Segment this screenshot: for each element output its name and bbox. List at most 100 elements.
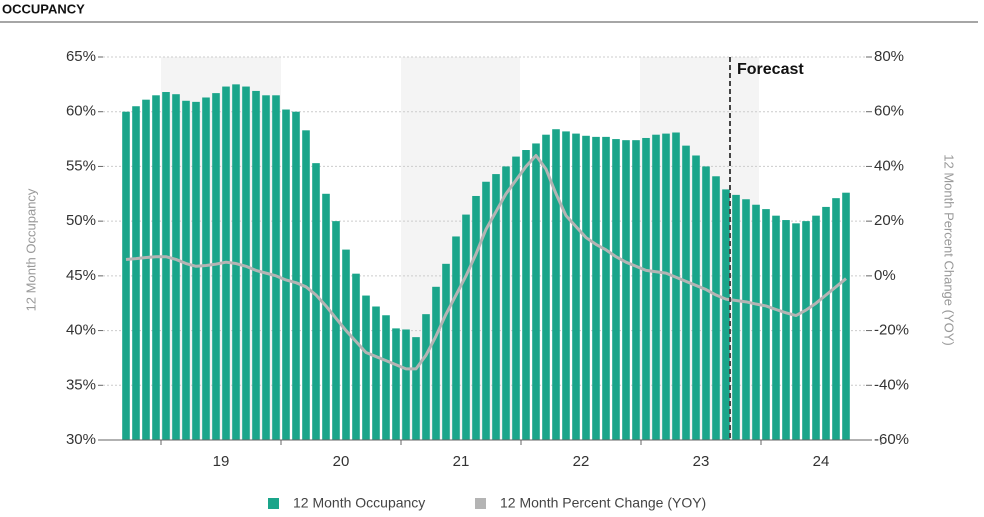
bar <box>542 134 550 441</box>
bar <box>632 140 640 440</box>
bar <box>402 329 410 440</box>
page-title: OCCUPANCY <box>2 1 85 16</box>
bar <box>622 140 630 440</box>
legend-label: 12 Month Occupancy <box>293 495 425 511</box>
bar <box>302 130 310 440</box>
bar <box>662 133 670 440</box>
bar <box>392 328 400 440</box>
x-tick-label: 23 <box>693 453 710 470</box>
bar <box>522 150 530 440</box>
bar <box>592 136 600 440</box>
y2-tick-label: -60% <box>874 431 909 448</box>
bar <box>262 95 270 441</box>
y2-tick-label: 80% <box>874 48 904 65</box>
bar <box>712 176 720 440</box>
legend-label: 12 Month Percent Change (YOY) <box>500 495 706 511</box>
bar <box>502 166 510 440</box>
bar <box>802 221 810 440</box>
bar <box>562 131 570 440</box>
bar <box>462 214 470 440</box>
bar <box>652 134 660 441</box>
bar <box>512 156 520 440</box>
bar <box>162 92 170 440</box>
y-tick-label: 35% <box>66 376 96 393</box>
bar <box>832 198 840 440</box>
bar <box>672 132 680 440</box>
bar <box>612 139 620 441</box>
bar <box>372 306 380 440</box>
y2-tick-label: -40% <box>874 376 909 393</box>
x-tick-label: 22 <box>573 453 590 470</box>
bar <box>142 99 150 441</box>
y2-tick-label: 60% <box>874 103 904 120</box>
y-tick-label: 45% <box>66 267 96 284</box>
y-tick-label: 65% <box>66 48 96 65</box>
y-axis-label: 12 Month Occupancy <box>23 188 38 311</box>
x-tick-label: 21 <box>453 453 470 470</box>
bar <box>762 209 770 440</box>
bar <box>252 90 260 441</box>
bar <box>132 106 140 440</box>
y-tick-label: 30% <box>66 431 96 448</box>
y2-tick-label: -20% <box>874 322 909 339</box>
y2-tick-label: 20% <box>874 212 904 229</box>
bar <box>532 143 540 440</box>
bar <box>722 189 730 440</box>
y-tick-label: 50% <box>66 212 96 229</box>
bar <box>342 249 350 440</box>
bar <box>212 93 220 441</box>
bar <box>432 286 440 440</box>
bar <box>442 263 450 440</box>
bar <box>472 195 480 440</box>
bar <box>582 135 590 440</box>
bar <box>492 174 500 441</box>
bar <box>202 97 210 440</box>
bar <box>192 101 200 440</box>
bar <box>782 220 790 440</box>
y-tick-label: 55% <box>66 157 96 174</box>
line-series <box>125 153 847 371</box>
year-band <box>161 57 281 440</box>
bar <box>822 206 830 440</box>
bar <box>482 181 490 440</box>
legend-swatch <box>475 498 486 509</box>
bar <box>452 236 460 440</box>
y2-axis-label: 12 Month Percent Change (YOY) <box>942 154 957 346</box>
bar <box>172 94 180 440</box>
bar <box>332 221 340 440</box>
bar <box>812 215 820 440</box>
y2-tick-label: 0% <box>874 267 896 284</box>
bar <box>272 95 280 441</box>
bar <box>772 215 780 440</box>
bar <box>702 166 710 440</box>
bar <box>682 145 690 440</box>
y-tick-label: 40% <box>66 322 96 339</box>
bar <box>602 136 610 440</box>
bar <box>362 295 370 440</box>
bar <box>292 111 300 440</box>
bar <box>312 163 320 440</box>
bar <box>412 337 420 440</box>
y-tick-label: 60% <box>66 103 96 120</box>
bar <box>732 194 740 440</box>
bar <box>242 86 250 440</box>
bar <box>572 133 580 440</box>
x-tick-label: 19 <box>213 453 230 470</box>
bar <box>122 111 130 440</box>
bar <box>692 155 700 440</box>
bar <box>182 100 190 441</box>
bar <box>842 192 850 440</box>
bar <box>152 95 160 441</box>
bar <box>352 273 360 440</box>
bar <box>282 109 290 441</box>
bar <box>552 129 560 441</box>
year-band <box>401 57 520 440</box>
bar <box>382 315 390 440</box>
forecast-label: Forecast <box>737 61 804 78</box>
bar <box>422 314 430 440</box>
x-tick-label: 24 <box>813 453 830 470</box>
legend-swatch <box>268 498 279 509</box>
y2-tick-label: 40% <box>874 157 904 174</box>
